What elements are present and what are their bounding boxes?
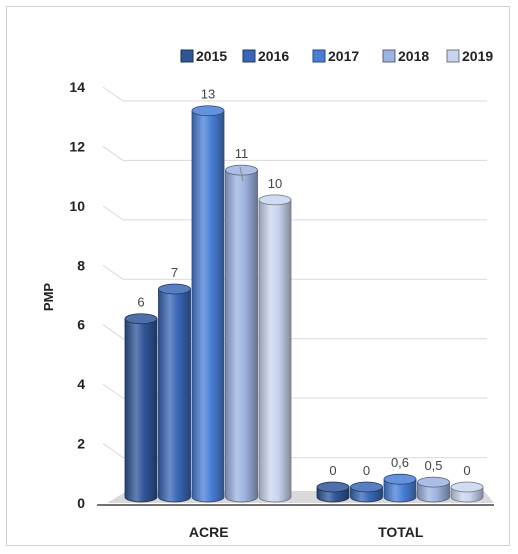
y-tick-label: 10 bbox=[69, 198, 85, 214]
y-tick-label: 2 bbox=[77, 436, 85, 452]
data-label: 11 bbox=[235, 146, 249, 161]
chart-frame: 0 2 4 6 8 10 12 14 PMP 6 7 13 11 10 ACRE 0 0 0,6 0,5 0 TOTAL… bbox=[6, 6, 510, 546]
bar-acre-2015 bbox=[125, 319, 157, 502]
y-tick-label: 14 bbox=[69, 79, 85, 95]
legend-swatch-2015 bbox=[181, 50, 193, 62]
gridline-diag bbox=[103, 384, 123, 398]
x-category-label: ACRE bbox=[189, 524, 229, 540]
legend-swatch-2019 bbox=[447, 50, 459, 62]
data-label: 6 bbox=[137, 295, 144, 310]
gridline-diag bbox=[103, 87, 123, 101]
bar-top-total-2016 bbox=[351, 482, 383, 492]
y-tick-label: 8 bbox=[77, 257, 85, 273]
y-axis-label: PMP bbox=[41, 283, 56, 312]
legend-label-2019: 2019 bbox=[462, 48, 493, 64]
bar-acre-2018 bbox=[226, 170, 258, 502]
bar-acre-2019 bbox=[259, 200, 291, 502]
bar-top-acre-2017 bbox=[192, 106, 224, 116]
data-label: 0 bbox=[329, 463, 336, 478]
gridline-diag bbox=[103, 206, 123, 220]
bar-top-total-2015 bbox=[317, 482, 349, 492]
bar-top-acre-2016 bbox=[159, 284, 191, 294]
y-tick-label: 12 bbox=[69, 138, 85, 154]
bar-top-acre-2015 bbox=[125, 314, 157, 324]
legend-label-2018: 2018 bbox=[398, 48, 429, 64]
bar-top-total-2019 bbox=[451, 482, 483, 492]
gridline-diag bbox=[103, 444, 123, 458]
bar-chart: 0 2 4 6 8 10 12 14 PMP 6 7 13 11 10 ACRE 0 0 0,6 0,5 0 TOTAL… bbox=[7, 7, 511, 547]
y-tick-label: 0 bbox=[77, 495, 85, 511]
y-tick-label: 6 bbox=[77, 317, 85, 333]
gridline-diag bbox=[103, 265, 123, 279]
legend-swatch-2018 bbox=[383, 50, 395, 62]
bar-top-acre-2019 bbox=[259, 195, 291, 205]
legend-label-2015: 2015 bbox=[196, 48, 227, 64]
data-label: 0,6 bbox=[391, 455, 409, 470]
legend-swatch-2017 bbox=[313, 50, 325, 62]
data-label: 0 bbox=[363, 463, 370, 478]
bar-acre-2017 bbox=[192, 111, 224, 502]
bar-acre-2016 bbox=[159, 289, 191, 502]
bar-top-total-2018 bbox=[418, 477, 450, 487]
bar-top-total-2017 bbox=[384, 474, 416, 484]
y-tick-label: 4 bbox=[77, 376, 85, 392]
data-label: 13 bbox=[201, 87, 215, 102]
gridline-diag bbox=[103, 325, 123, 339]
legend-label-2016: 2016 bbox=[258, 48, 289, 64]
x-category-label: TOTAL bbox=[378, 524, 424, 540]
data-label: 0 bbox=[463, 463, 470, 478]
legend-label-2017: 2017 bbox=[328, 48, 359, 64]
data-label: 0,5 bbox=[424, 458, 442, 473]
data-label: 10 bbox=[268, 176, 282, 191]
gridline-diag bbox=[103, 146, 123, 160]
legend-swatch-2016 bbox=[243, 50, 255, 62]
data-label: 7 bbox=[171, 265, 178, 280]
